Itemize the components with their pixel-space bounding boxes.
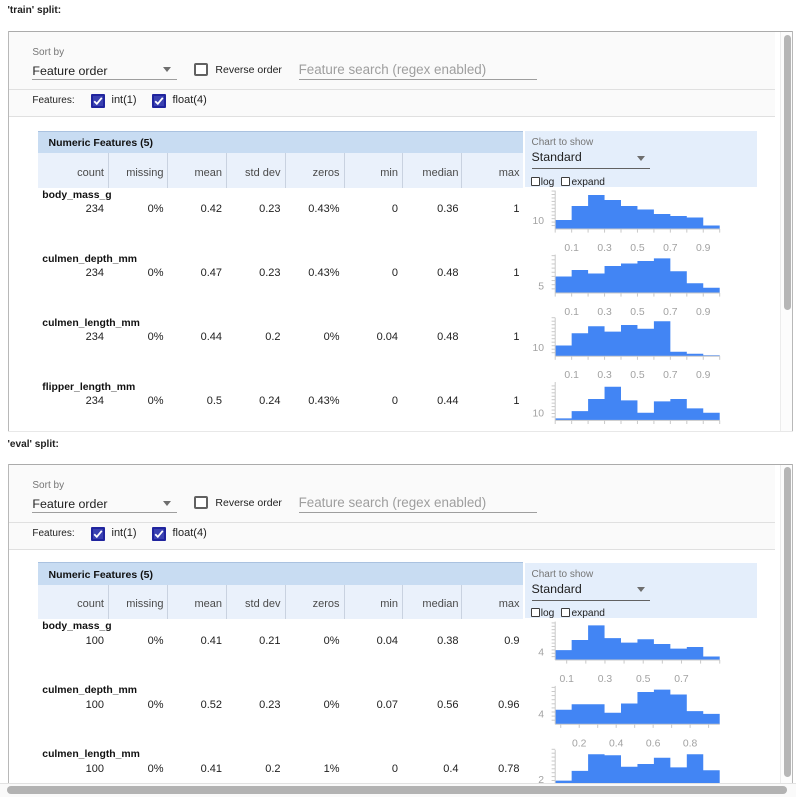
svg-text:5: 5 (538, 282, 544, 293)
svg-text:0.9: 0.9 (696, 307, 711, 318)
svg-text:10: 10 (532, 343, 544, 354)
svg-text:0.8: 0.8 (683, 738, 698, 749)
svg-text:4: 4 (538, 648, 544, 659)
svg-text:0.5: 0.5 (630, 243, 645, 254)
svg-text:0.3: 0.3 (597, 307, 612, 318)
svg-text:2: 2 (538, 775, 544, 786)
svg-text:0.5: 0.5 (636, 674, 651, 685)
svg-text:10: 10 (532, 216, 544, 227)
svg-text:0.5: 0.5 (630, 307, 645, 318)
svg-text:4: 4 (538, 709, 544, 720)
svg-text:0.3: 0.3 (597, 370, 612, 381)
svg-text:10: 10 (532, 409, 544, 420)
svg-text:0.1: 0.1 (564, 370, 579, 381)
svg-text:0.9: 0.9 (696, 370, 711, 381)
svg-text:0.7: 0.7 (663, 370, 678, 381)
svg-text:0.4: 0.4 (609, 738, 624, 749)
svg-text:0.3: 0.3 (598, 674, 613, 685)
svg-text:0.5: 0.5 (630, 370, 645, 381)
svg-text:0.3: 0.3 (597, 243, 612, 254)
svg-text:0.9: 0.9 (696, 243, 711, 254)
svg-text:0.7: 0.7 (663, 307, 678, 318)
svg-text:0.6: 0.6 (646, 738, 661, 749)
svg-text:0.7: 0.7 (674, 674, 689, 685)
svg-text:0.1: 0.1 (559, 674, 574, 685)
svg-text:0.2: 0.2 (572, 738, 587, 749)
svg-text:0.1: 0.1 (564, 307, 579, 318)
svg-text:0.1: 0.1 (564, 243, 579, 254)
svg-text:0.7: 0.7 (663, 243, 678, 254)
